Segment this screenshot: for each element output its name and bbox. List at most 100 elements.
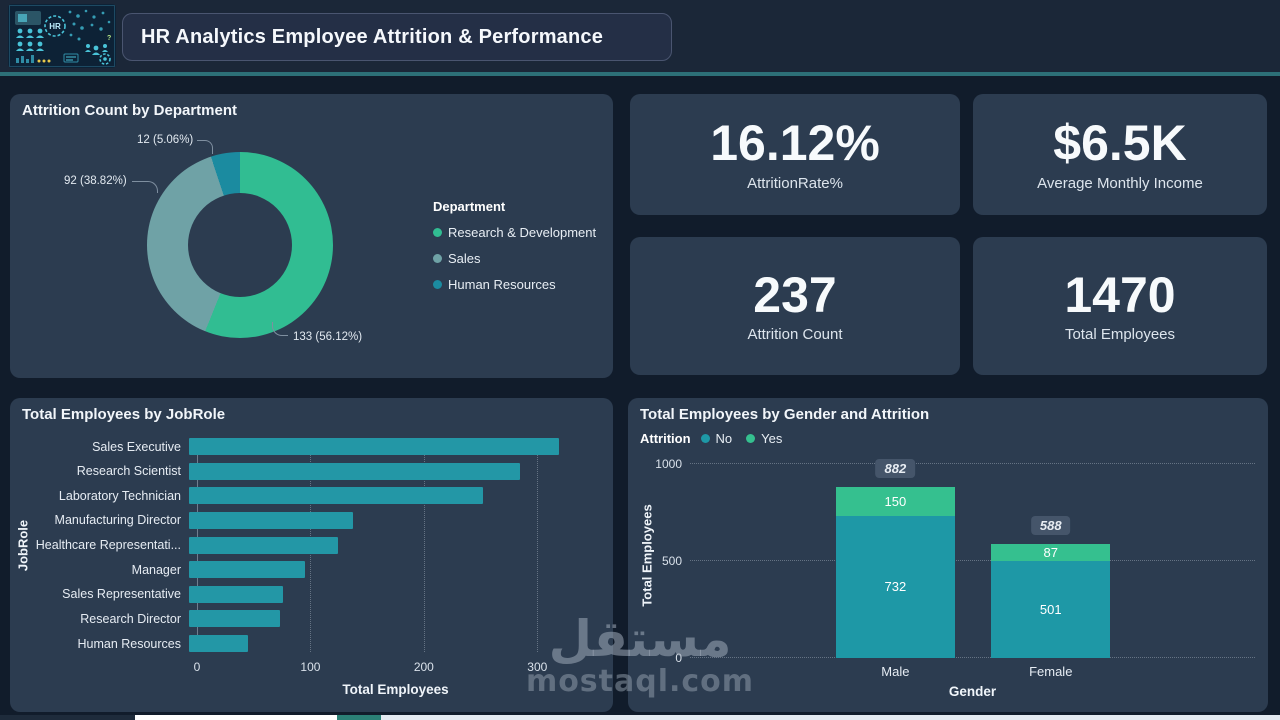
kpi-card-total-employees[interactable]: 1470 Total Employees (973, 237, 1267, 375)
x-tick-label: 200 (413, 660, 434, 674)
legend-item-sales[interactable]: Sales (433, 251, 596, 266)
total-label-chip: 882 (875, 458, 916, 478)
jobrole-bar-track (189, 511, 586, 529)
gender-y-axis-label: Total Employees (639, 504, 655, 607)
segment-value-label: 150 (884, 493, 907, 509)
department-donut[interactable] (147, 152, 333, 338)
leader-line-sales (132, 181, 158, 193)
gridline-y-0: 0 (675, 651, 1255, 665)
kpi-card-attrition-rate[interactable]: 16.12% AttritionRate% (630, 94, 960, 215)
stack-segment-yes[interactable]: 150 (835, 486, 955, 516)
gender-bar-female[interactable]: 588 87 501 (991, 515, 1111, 658)
gender-chart-title: Total Employees by Gender and Attrition (640, 406, 930, 423)
legend-item-label: Research & Development (448, 225, 597, 240)
gridline-y-1000: 1000 (655, 457, 1255, 471)
stack-segment-yes[interactable]: 87 (991, 543, 1111, 561)
jobrole-category-label: Sales Executive (92, 439, 181, 454)
kpi-label-attrition-count: Attrition Count (747, 326, 843, 344)
jobrole-bar-track (189, 561, 586, 579)
legend-item-label: Sales (448, 251, 481, 266)
stack-segment-no[interactable]: 732 (835, 516, 955, 658)
segment-value-label: 732 (884, 579, 907, 595)
svg-text:?: ? (107, 35, 111, 42)
gridline-x-200 (423, 438, 425, 652)
bottom-edge-strip (0, 715, 1280, 720)
jobrole-bar-track (189, 487, 586, 505)
kpi-value-attrition-count: 237 (753, 266, 837, 323)
jobrole-bar-track (189, 585, 586, 603)
legend-swatch-icon (700, 434, 710, 443)
jobrole-bar-row: Healthcare Representati... (22, 536, 594, 554)
jobrole-bar-laboratory-technician[interactable] (189, 487, 483, 505)
jobrole-x-axis-label: Total Employees (342, 682, 449, 697)
kpi-card-attrition-count[interactable]: 237 Attrition Count (630, 237, 960, 375)
jobrole-bar-row: Sales Executive (22, 438, 594, 455)
legend-item-no[interactable]: No (700, 431, 733, 446)
jobrole-bar-research-scientist[interactable] (189, 462, 521, 480)
jobrole-bar-healthcare-representati-[interactable] (189, 536, 338, 554)
jobrole-bar-research-director[interactable] (189, 610, 280, 628)
jobrole-bar-row: Laboratory Technician (22, 487, 594, 505)
department-legend: Department Research & Development Sales Hu… (433, 199, 596, 292)
jobrole-chart-title: Total Employees by JobRole (22, 406, 226, 423)
employees-by-jobrole-panel: Total Employees by JobRole JobRole Sales… (10, 398, 613, 712)
jobrole-x-axis-ticks: 0 100 200 300 (193, 660, 594, 674)
x-tick-label: 300 (527, 660, 548, 674)
attrition-legend: Attrition No Yes (640, 431, 796, 446)
jobrole-category-label: Laboratory Technician (58, 488, 181, 503)
jobrole-bar-human-resources[interactable] (189, 635, 248, 652)
jobrole-bar-row: Human Resources (22, 635, 594, 652)
jobrole-chart: JobRole Sales Executive Research Scientis… (10, 398, 613, 712)
jobrole-bar-manager[interactable] (189, 561, 305, 579)
donut-chart-title: Attrition Count by Department (22, 102, 237, 119)
department-legend-title: Department (433, 199, 506, 214)
gender-chart: Total Employees 0 500 1000 882 150 732 588 87 50… (628, 398, 1268, 712)
gender-x-axis-label: Gender (948, 684, 997, 699)
jobrole-bar-sales-representative[interactable] (189, 585, 284, 603)
leader-line-research-development (272, 322, 288, 336)
gridline-x-300 (537, 438, 539, 652)
y-tick-label: 1000 (655, 457, 682, 471)
gridline-y-500: 500 (662, 554, 1255, 568)
jobrole-bar-manufacturing-director[interactable] (189, 511, 354, 529)
donut-data-label-human-resources: 12 (5.06%) (137, 134, 194, 146)
jobrole-category-label: Sales Representative (62, 587, 181, 602)
bottom-strip-segment (381, 715, 1280, 720)
jobrole-bar-track (189, 438, 586, 455)
bottom-strip-segment (135, 715, 337, 720)
jobrole-bar-track (189, 536, 586, 554)
attrition-legend-items: No Yes (700, 431, 797, 446)
gender-plot-area: 0 500 1000 882 150 732 588 87 501 (655, 457, 1255, 665)
x-tick-label: Male (881, 664, 910, 679)
legend-swatch-icon (433, 254, 442, 263)
kpi-value-total-employees: 1470 (1064, 266, 1176, 323)
jobrole-bar-row: Sales Representative (22, 585, 594, 603)
x-tick-label: 0 (193, 660, 201, 674)
segment-value-label: 501 (1039, 601, 1062, 617)
jobrole-category-label: Human Resources (77, 636, 181, 651)
legend-swatch-icon (746, 434, 756, 443)
jobrole-bar-track (189, 610, 586, 628)
kpi-card-average-monthly-income[interactable]: $6.5K Average Monthly Income (973, 94, 1267, 215)
legend-item-human-resources[interactable]: Human Resources (433, 277, 596, 292)
legend-item-label: No (715, 431, 733, 446)
jobrole-category-label: Research Scientist (76, 464, 181, 479)
jobrole-bar-sales-executive[interactable] (189, 438, 559, 455)
stack-segment-no[interactable]: 501 (991, 560, 1111, 658)
kpi-value-average-monthly-income: $6.5K (1053, 115, 1187, 172)
jobrole-bar-track (189, 462, 586, 480)
header-bar: HR (0, 0, 1280, 72)
legend-swatch-icon (433, 228, 442, 237)
legend-item-research-development[interactable]: Research & Development (433, 225, 596, 240)
gender-bar-male[interactable]: 882 150 732 (835, 458, 955, 658)
dashboard-title-box: HR Analytics Employee Attrition & Perfor… (122, 13, 672, 61)
segment-value-label: 87 (1043, 544, 1058, 560)
legend-item-label: Human Resources (448, 277, 556, 292)
donut-data-label-research-development: 133 (56.12%) (293, 331, 363, 343)
kpi-value-attrition-rate: 16.12% (710, 115, 880, 172)
logo-hr-text: HR (49, 22, 61, 31)
legend-item-yes[interactable]: Yes (746, 431, 782, 446)
leader-line-human-resources (197, 140, 213, 154)
attrition-by-department-panel: Attrition Count by Department 12 (5.06%)… (10, 94, 613, 378)
